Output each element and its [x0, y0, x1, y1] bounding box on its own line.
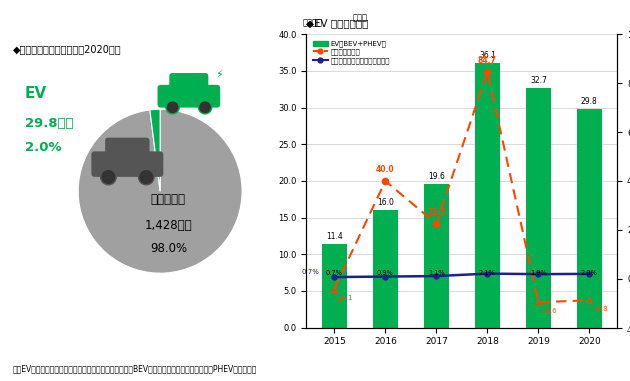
Text: 0.7%: 0.7%: [326, 270, 343, 275]
Text: 16.0: 16.0: [377, 199, 394, 207]
Text: 29.8万台: 29.8万台: [25, 117, 74, 130]
Text: 0.9%: 0.9%: [377, 270, 394, 275]
Text: 0.7%: 0.7%: [301, 269, 319, 275]
Text: ◆自動車販売台数の内訳（2020年）: ◆自動車販売台数の内訳（2020年）: [13, 44, 121, 54]
Text: ガソリン車: ガソリン車: [151, 193, 186, 206]
Text: （％）: （％）: [352, 13, 367, 22]
Text: △4.1: △4.1: [337, 294, 353, 300]
FancyBboxPatch shape: [169, 73, 209, 93]
Text: 1,428万台: 1,428万台: [144, 219, 192, 232]
Text: 1.9%: 1.9%: [530, 270, 547, 275]
Text: ⚡: ⚡: [215, 70, 223, 80]
Wedge shape: [78, 109, 242, 273]
FancyBboxPatch shape: [91, 151, 163, 177]
Bar: [372, 210, 398, 328]
Bar: [474, 63, 500, 328]
Text: 32.7: 32.7: [530, 76, 547, 85]
FancyBboxPatch shape: [105, 138, 149, 160]
Text: △9.6: △9.6: [541, 307, 558, 313]
FancyBboxPatch shape: [158, 85, 220, 107]
Wedge shape: [150, 109, 160, 191]
Text: 98.0%: 98.0%: [150, 242, 187, 255]
Text: 84.7: 84.7: [478, 56, 497, 65]
Circle shape: [166, 101, 179, 114]
Text: 注）EV車：バッテリーのみで走行する完全電気自動車（BEV）とプラグインハイブリッド（PHEV）車の合計: 注）EV車：バッテリーのみで走行する完全電気自動車（BEV）とプラグインハイブリ…: [13, 364, 257, 373]
Text: 11.4: 11.4: [326, 232, 343, 241]
Text: 2.1%: 2.1%: [479, 270, 496, 275]
Circle shape: [198, 101, 212, 114]
Text: EV: EV: [25, 86, 47, 101]
Bar: [576, 109, 602, 328]
Text: 1.1%: 1.1%: [428, 270, 445, 275]
Bar: [525, 88, 551, 328]
Text: 29.8: 29.8: [581, 97, 598, 106]
Text: △8.8: △8.8: [592, 306, 609, 311]
Circle shape: [139, 169, 154, 185]
Text: 19.6: 19.6: [428, 172, 445, 181]
Text: ◆EV 販売台数推移: ◆EV 販売台数推移: [306, 18, 369, 28]
Text: （万台）: （万台）: [303, 18, 323, 27]
Circle shape: [101, 169, 116, 185]
Text: 22.5: 22.5: [427, 208, 445, 217]
Bar: [423, 184, 449, 328]
Text: 40.0: 40.0: [376, 165, 395, 174]
Bar: [322, 244, 347, 328]
Text: 36.1: 36.1: [479, 51, 496, 60]
Legend: EV（BEV+PHEV）, 前年比（右軸）, 全燃料車に占める割合（右軸）: EV（BEV+PHEV）, 前年比（右軸）, 全燃料車に占める割合（右軸）: [310, 38, 393, 67]
Text: 2.0%: 2.0%: [25, 141, 62, 154]
Text: 2.0%: 2.0%: [581, 270, 598, 275]
